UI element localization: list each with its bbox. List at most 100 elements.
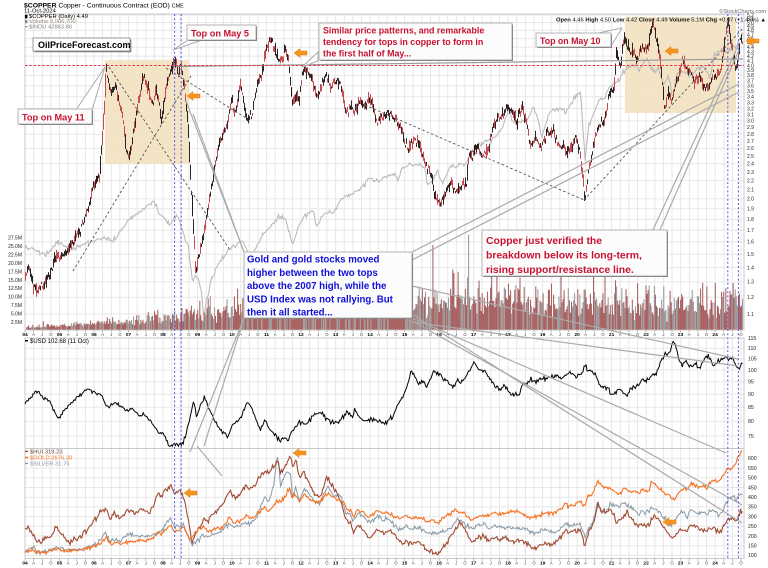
- svg-text:100: 100: [748, 553, 757, 559]
- svg-text:J: J: [524, 332, 526, 337]
- svg-text:J: J: [455, 332, 457, 337]
- svg-text:then it all started...: then it all started...: [247, 308, 333, 319]
- svg-text:A: A: [274, 332, 277, 337]
- svg-text:A: A: [170, 560, 173, 565]
- svg-text:4.8: 4.8: [747, 28, 754, 34]
- svg-text:2.0: 2.0: [747, 197, 754, 203]
- svg-text:2.9: 2.9: [747, 125, 754, 131]
- svg-text:12: 12: [298, 560, 304, 566]
- svg-text:A: A: [170, 332, 173, 337]
- svg-text:1.7: 1.7: [747, 228, 754, 234]
- svg-text:A: A: [722, 332, 725, 337]
- svg-text:O: O: [739, 332, 743, 337]
- svg-text:2.8: 2.8: [747, 132, 754, 138]
- svg-text:A: A: [688, 332, 691, 337]
- svg-text:14: 14: [367, 332, 373, 338]
- svg-text:2.5: 2.5: [747, 154, 754, 160]
- svg-text:J: J: [662, 560, 664, 565]
- svg-text:300: 300: [748, 514, 757, 520]
- svg-text:O: O: [670, 560, 674, 565]
- svg-text:A: A: [584, 560, 587, 565]
- svg-text:O: O: [705, 332, 709, 337]
- svg-text:22.5M: 22.5M: [8, 252, 22, 258]
- svg-text:O: O: [601, 560, 605, 565]
- svg-text:16: 16: [436, 332, 442, 338]
- svg-text:90: 90: [748, 392, 754, 398]
- svg-text:3.1: 3.1: [747, 112, 754, 118]
- svg-text:J: J: [421, 332, 423, 337]
- svg-text:O: O: [532, 560, 536, 565]
- svg-text:20: 20: [574, 332, 580, 338]
- svg-text:J: J: [283, 560, 285, 565]
- svg-text:5.0: 5.0: [747, 20, 754, 26]
- svg-text:05: 05: [57, 332, 63, 338]
- svg-text:A: A: [584, 332, 587, 337]
- svg-text:1.4: 1.4: [747, 265, 754, 271]
- svg-text:$INDU 42863.86: $INDU 42863.86: [29, 24, 72, 30]
- svg-text:J: J: [386, 332, 388, 337]
- svg-text:4.3: 4.3: [747, 49, 754, 55]
- svg-text:J: J: [455, 560, 457, 565]
- svg-text:2.2: 2.2: [747, 178, 754, 184]
- svg-text:17: 17: [471, 332, 477, 338]
- svg-text:2.4: 2.4: [747, 162, 754, 168]
- svg-text:2.5M: 2.5M: [11, 320, 22, 326]
- svg-text:O: O: [187, 332, 191, 337]
- svg-text:O: O: [705, 560, 709, 565]
- svg-text:5.0M: 5.0M: [11, 312, 22, 318]
- svg-text:250: 250: [748, 524, 757, 530]
- svg-text:3.9: 3.9: [747, 68, 754, 74]
- svg-text:4.2: 4.2: [747, 54, 754, 60]
- svg-text:115: 115: [748, 336, 756, 342]
- svg-text:J: J: [214, 332, 216, 337]
- svg-text:5.1: 5.1: [747, 17, 754, 23]
- svg-text:3.7: 3.7: [747, 78, 754, 84]
- svg-text:O: O: [256, 332, 260, 337]
- svg-text:O: O: [153, 560, 157, 565]
- svg-text:tendency for tops in copper to: tendency for tops in copper to form in: [323, 37, 483, 47]
- svg-text:A: A: [412, 560, 415, 565]
- svg-text:11-Oct-2024: 11-Oct-2024: [24, 9, 57, 15]
- svg-text:24: 24: [712, 560, 718, 566]
- svg-text:©StockCharts.com: ©StockCharts.com: [719, 8, 766, 15]
- svg-text:23: 23: [678, 332, 684, 338]
- svg-text:O: O: [670, 332, 674, 337]
- svg-text:A: A: [446, 560, 449, 565]
- svg-text:O: O: [636, 560, 640, 565]
- svg-text:J: J: [524, 560, 526, 565]
- svg-text:O: O: [49, 332, 53, 337]
- svg-text:20.0M: 20.0M: [8, 261, 22, 267]
- svg-text:J: J: [145, 332, 147, 337]
- svg-text:22: 22: [643, 560, 649, 566]
- svg-text:$GOLD 2676.30: $GOLD 2676.30: [30, 456, 72, 462]
- svg-text:J: J: [214, 560, 216, 565]
- svg-text:O: O: [360, 332, 364, 337]
- svg-text:A: A: [136, 332, 139, 337]
- svg-text:1.1: 1.1: [747, 312, 754, 318]
- svg-text:O: O: [291, 332, 295, 337]
- svg-text:O: O: [325, 332, 329, 337]
- svg-text:27.5M: 27.5M: [8, 236, 22, 242]
- svg-text:J: J: [490, 332, 492, 337]
- svg-text:4.7: 4.7: [747, 32, 754, 38]
- svg-text:2.7: 2.7: [747, 139, 754, 145]
- svg-text:3.4: 3.4: [747, 95, 754, 101]
- svg-text:A: A: [481, 560, 484, 565]
- svg-text:A: A: [308, 332, 311, 337]
- svg-text:A: A: [688, 560, 691, 565]
- svg-text:O: O: [118, 332, 122, 337]
- svg-text:10.0M: 10.0M: [8, 295, 22, 301]
- svg-text:J: J: [593, 332, 595, 337]
- svg-text:14: 14: [367, 560, 373, 566]
- svg-text:O: O: [532, 332, 536, 337]
- svg-text:O: O: [463, 332, 467, 337]
- svg-text:O: O: [84, 560, 88, 565]
- svg-text:A: A: [308, 560, 311, 565]
- svg-text:A: A: [619, 560, 622, 565]
- svg-text:$HUI 319.23: $HUI 319.23: [30, 450, 63, 456]
- svg-text:10: 10: [229, 332, 235, 338]
- svg-text:A: A: [481, 332, 484, 337]
- svg-text:O: O: [256, 560, 260, 565]
- svg-text:A: A: [619, 332, 622, 337]
- svg-text:rising support/resistance line: rising support/resistance line.: [486, 265, 634, 276]
